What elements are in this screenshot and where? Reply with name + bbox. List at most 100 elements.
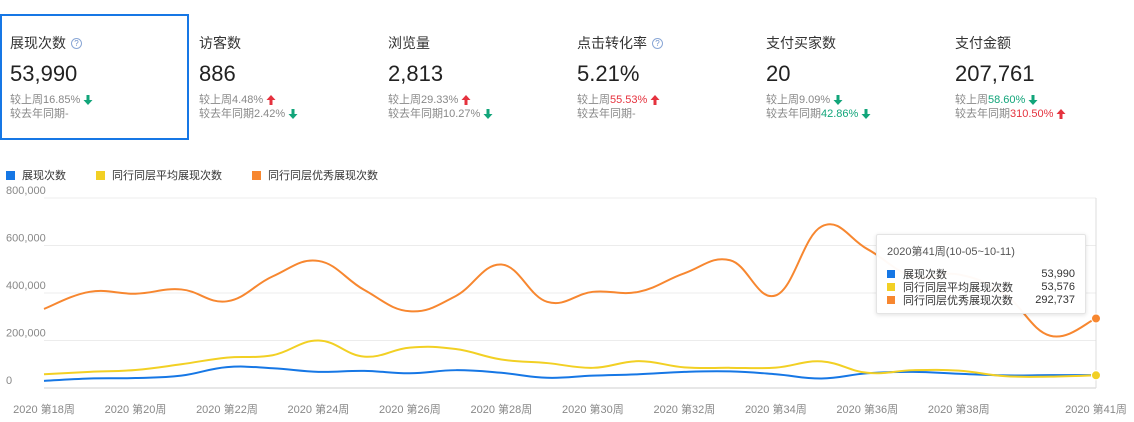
- tooltip-series-value: 53,990: [1041, 267, 1075, 280]
- arrow-down-icon: [833, 94, 843, 106]
- kpi-title-text: 支付买家数: [766, 35, 836, 51]
- kpi-card-pageviews[interactable]: 浏览量 2,813 较上周 29.33% 较去年同期 10.27%: [378, 14, 567, 140]
- kpi-title: 浏览量: [388, 34, 567, 52]
- legend-swatch: [96, 170, 105, 180]
- kpi-title-text: 展现次数: [10, 35, 66, 51]
- compare-value: -: [632, 108, 636, 120]
- legend-swatch: [6, 170, 15, 180]
- tooltip-series-name: 同行同层优秀展现次数: [903, 294, 1013, 307]
- kpi-title-text: 点击转化率: [577, 35, 647, 51]
- compare-label: 较上周: [199, 94, 232, 106]
- compare-label: 较去年同期: [766, 108, 821, 120]
- x-tick-label: 2020 第20周: [105, 402, 167, 416]
- compare-value: 29.33%: [421, 94, 459, 106]
- tooltip-row: 同行同层优秀展现次数 292,737: [887, 293, 1075, 307]
- legend-item-peer-average[interactable]: 同行同层平均展现次数: [96, 167, 222, 183]
- tooltip-swatch: [887, 282, 895, 291]
- series-line-impressions: [43, 365, 1097, 382]
- kpi-title: 支付买家数: [766, 34, 945, 52]
- kpi-card-payment-amount[interactable]: 支付金额 207,761 较上周 58.60% 较去年同期 310.50%: [945, 14, 1134, 140]
- kpi-card-impressions[interactable]: 展现次数? 53,990 较上周 16.85% 较去年同期 -: [0, 14, 189, 140]
- x-tick-label: 2020 第24周: [288, 402, 350, 416]
- help-icon[interactable]: ?: [652, 37, 663, 49]
- tooltip-series-name: 同行同层平均展现次数: [903, 281, 1013, 294]
- x-tick-label: 2020 第30周: [562, 402, 624, 416]
- tooltip-series-name: 展现次数: [903, 268, 947, 281]
- kpi-value: 2,813: [388, 61, 444, 86]
- kpi-week-compare: 较上周 58.60%: [955, 93, 1134, 107]
- hover-point: [1091, 313, 1101, 324]
- x-tick-label: 2020 第34周: [745, 402, 807, 416]
- kpi-title-text: 支付金额: [955, 35, 1011, 51]
- legend-label: 同行同层平均展现次数: [112, 170, 222, 182]
- compare-label: 较去年同期: [955, 108, 1010, 120]
- kpi-week-compare: 较上周 29.33%: [388, 93, 567, 107]
- legend-item-peer-excellent[interactable]: 同行同层优秀展现次数: [252, 167, 378, 183]
- tooltip-title: 2020第41周(10-05~10-11): [887, 246, 1015, 258]
- tooltip-swatch: [887, 295, 895, 304]
- compare-value: 55.53%: [610, 94, 648, 106]
- kpi-year-compare: 较去年同期 2.42%: [199, 107, 378, 121]
- kpi-year-compare: 较去年同期 -: [577, 107, 756, 121]
- kpi-value: 886: [199, 61, 236, 86]
- compare-label: 较去年同期: [199, 108, 254, 120]
- tooltip-row: 同行同层平均展现次数 53,576: [887, 280, 1075, 294]
- compare-value: 9.09%: [799, 94, 831, 106]
- kpi-title-text: 浏览量: [388, 35, 430, 51]
- tooltip-row: 展现次数 53,990: [887, 267, 1075, 281]
- y-tick-label: 200,000: [6, 328, 46, 340]
- arrow-up-icon: [650, 94, 660, 106]
- legend-swatch: [252, 170, 261, 180]
- kpi-value: 5.21%: [577, 61, 640, 86]
- tooltip-series-value: 292,737: [1035, 293, 1075, 306]
- compare-label: 较上周: [766, 94, 799, 106]
- x-tick-label: 2020 第38周: [928, 402, 990, 416]
- arrow-up-icon: [1056, 108, 1066, 120]
- x-tick-label: 2020 第22周: [196, 402, 258, 416]
- compare-value: 4.48%: [232, 94, 264, 106]
- series-line-peer-average: [43, 339, 1097, 378]
- x-tick-label: 2020 第18周: [13, 402, 75, 416]
- kpi-year-compare: 较去年同期 42.86%: [766, 107, 945, 121]
- kpi-title-text: 访客数: [199, 35, 241, 51]
- y-tick-label: 600,000: [6, 233, 46, 245]
- compare-value: -: [65, 108, 69, 120]
- compare-label: 较上周: [10, 94, 43, 106]
- kpi-row: 展现次数? 53,990 较上周 16.85% 较去年同期 - 访客数 886 较上…: [0, 14, 1134, 140]
- x-tick-label: 2020 第32周: [653, 402, 715, 416]
- arrow-up-icon: [461, 94, 471, 106]
- arrow-up-icon: [266, 94, 276, 106]
- chart-tooltip: 2020第41周(10-05~10-11) 展现次数 53,990 同行同层平均…: [876, 234, 1086, 314]
- legend-label: 同行同层优秀展现次数: [268, 170, 378, 182]
- kpi-value: 53,990: [10, 61, 78, 86]
- arrow-down-icon: [288, 108, 298, 120]
- kpi-title: 点击转化率?: [577, 34, 756, 52]
- compare-label: 较去年同期: [577, 108, 632, 120]
- tooltip-series-value: 53,576: [1041, 280, 1075, 293]
- line-chart[interactable]: 0 200,000 400,000 600,000 800,000 2020 第18周 20…: [0, 186, 1134, 422]
- kpi-card-click-conversion[interactable]: 点击转化率? 5.21% 较上周 55.53% 较去年同期 -: [567, 14, 756, 140]
- compare-label: 较去年同期: [388, 108, 443, 120]
- compare-value: 310.50%: [1010, 108, 1054, 120]
- compare-label: 较去年同期: [10, 108, 65, 120]
- arrow-down-icon: [1028, 94, 1038, 106]
- kpi-title: 访客数: [199, 34, 378, 52]
- compare-value: 2.42%: [254, 108, 286, 120]
- tooltip-swatch: [887, 269, 895, 278]
- kpi-week-compare: 较上周 16.85%: [10, 93, 187, 107]
- compare-value: 42.86%: [821, 108, 859, 120]
- kpi-week-compare: 较上周 4.48%: [199, 93, 378, 107]
- compare-value: 10.27%: [443, 108, 481, 120]
- help-icon[interactable]: ?: [71, 37, 82, 49]
- kpi-week-compare: 较上周 55.53%: [577, 93, 756, 107]
- arrow-down-icon: [483, 108, 493, 120]
- x-tick-label: 2020 第36周: [836, 402, 898, 416]
- kpi-card-visitors[interactable]: 访客数 886 较上周 4.48% 较去年同期 2.42%: [189, 14, 378, 140]
- compare-value: 16.85%: [43, 94, 81, 106]
- legend-item-impressions[interactable]: 展现次数: [6, 167, 66, 183]
- y-tick-label: 0: [6, 375, 12, 387]
- legend-label: 展现次数: [22, 170, 66, 182]
- hover-point: [1091, 370, 1101, 381]
- kpi-card-paying-buyers[interactable]: 支付买家数 20 较上周 9.09% 较去年同期 42.86%: [756, 14, 945, 140]
- arrow-down-icon: [83, 94, 93, 106]
